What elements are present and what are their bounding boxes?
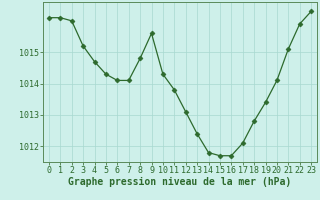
X-axis label: Graphe pression niveau de la mer (hPa): Graphe pression niveau de la mer (hPa) xyxy=(68,177,292,187)
